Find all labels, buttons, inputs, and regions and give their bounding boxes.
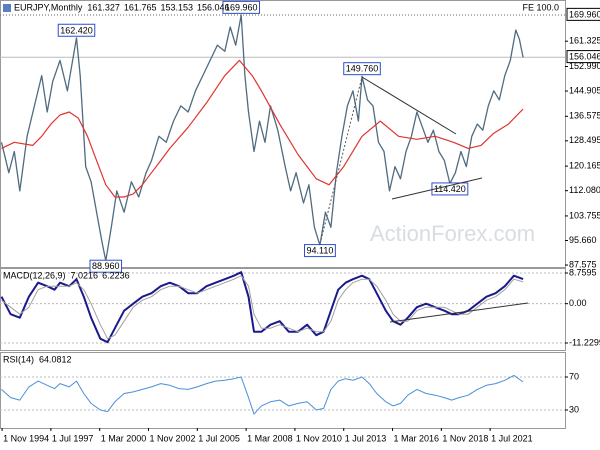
x-tick-label: 1 Nov 1994 (3, 433, 49, 443)
series-line (1, 374, 524, 415)
trendline (361, 76, 457, 135)
price-annotation-box (57, 23, 96, 37)
panel-frame (0, 268, 566, 351)
fe-level-label-box (566, 7, 600, 21)
y-tick-label: 112.080 (569, 185, 600, 195)
last-price-label-box (566, 50, 600, 64)
price-annotation: 169.960 (225, 2, 258, 12)
x-tick-label: 1 Jul 1997 (52, 433, 94, 443)
y-tick-label: 70 (569, 371, 579, 381)
y-tick-label: 144.905 (569, 85, 600, 95)
y-tick-label: 136.575 (569, 111, 600, 121)
price-annotation-box (89, 259, 123, 273)
y-tick-label: 87.575 (569, 259, 597, 269)
x-tick-label: 1 Mar 2008 (247, 433, 293, 443)
price-annotation-box (343, 62, 381, 76)
panel-frame (0, 0, 566, 268)
y-tick-label: 161.325 (569, 36, 600, 46)
readout: 153.153 (160, 2, 193, 12)
panel-frame (0, 352, 566, 429)
y-tick-label: 95.660 (569, 235, 597, 245)
y-tick-label: 152.990 (569, 61, 600, 71)
drawing-objects (3, 4, 529, 323)
series-line (0, 271, 524, 344)
readout: 7.0216 (71, 270, 99, 280)
fib-line (320, 76, 363, 241)
y-tick-label: 128.495 (569, 135, 600, 145)
price-annotation-box (222, 0, 261, 14)
y-tick-label: 30 (569, 404, 579, 414)
x-tick-label: 1 Nov 2010 (296, 433, 342, 443)
price-annotation: 88.960 (92, 261, 120, 271)
price-annotation-box (303, 244, 336, 258)
readout: 6.2236 (102, 270, 130, 280)
x-tick-label: 1 Nov 2018 (442, 433, 488, 443)
x-tick-label: 1 Mar 2000 (101, 433, 147, 443)
y-tick-label: 103.755 (569, 210, 600, 220)
y-tick-label: 0.00 (569, 298, 587, 308)
price-annotation: 114.420 (434, 184, 466, 194)
trendline (391, 177, 483, 200)
price-annotation-box (431, 182, 469, 196)
panel-title: RSI(14) (3, 354, 34, 364)
y-tick-label: 120.165 (569, 161, 600, 171)
panel-title: EURJPY,Monthly (14, 2, 83, 12)
panel-title: MACD(12,26,9) (3, 270, 66, 280)
watermark: ActionForex.com (370, 221, 535, 246)
x-tick-label: 1 Jul 2005 (198, 433, 240, 443)
series-line (1, 59, 524, 198)
price-annotation: 162.420 (60, 25, 93, 35)
readout: 161.327 (87, 2, 120, 12)
last-price-label: 156.046 (569, 52, 600, 62)
x-tick-label: 1 Jul 2013 (345, 433, 387, 443)
readout: 156.046 (197, 2, 230, 12)
x-tick-label: 1 Mar 2016 (394, 433, 440, 443)
series-line (0, 14, 524, 262)
readout: 161.765 (124, 2, 157, 12)
y-tick-label: -11.2299 (569, 337, 600, 347)
y-tick-label: 8.7595 (569, 267, 597, 277)
fe-label: FE 100.0 (522, 2, 559, 12)
x-tick-label: 1 Jul 2021 (491, 433, 533, 443)
macd-trendline (389, 302, 529, 323)
price-annotation: 94.110 (306, 246, 333, 256)
x-tick-label: 1 Nov 2002 (149, 433, 195, 443)
price-annotation: 149.760 (346, 64, 379, 74)
series-line (1, 275, 524, 340)
readout: 64.0812 (39, 354, 72, 364)
symbol-icon (3, 4, 11, 12)
fe-level-label: 169.960 (569, 9, 600, 19)
